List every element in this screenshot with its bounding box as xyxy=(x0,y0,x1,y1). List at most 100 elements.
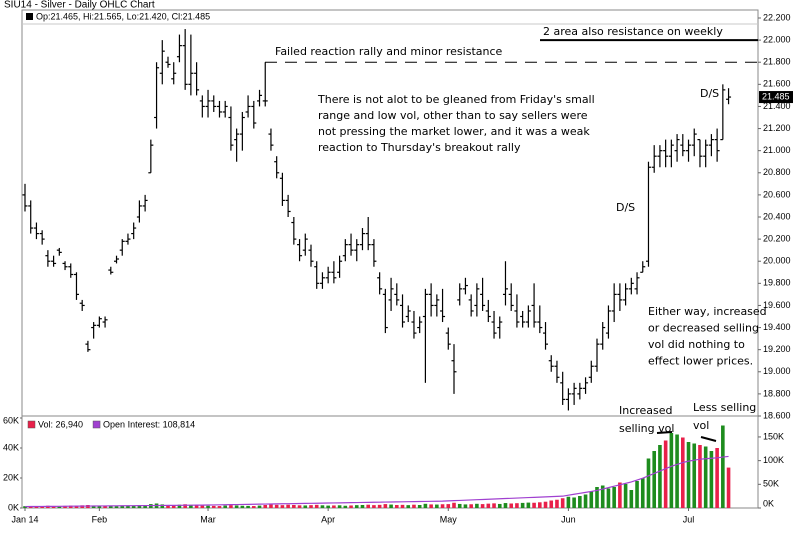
x-tick-label: Apr xyxy=(321,514,335,524)
volume-bar xyxy=(63,506,67,508)
volume-bar xyxy=(131,505,136,508)
volume-bar xyxy=(583,494,588,508)
annotation: Less selling xyxy=(693,401,756,414)
volume-bar xyxy=(137,505,142,508)
volume-bar xyxy=(383,504,388,508)
volume-bar xyxy=(211,505,216,508)
volume-bar xyxy=(572,497,576,508)
volume-bar xyxy=(217,506,222,508)
volume-bar xyxy=(578,496,582,508)
volume-bar xyxy=(663,440,668,508)
annotation: range and low vol, other than to say sel… xyxy=(318,109,588,122)
volume-bar xyxy=(457,503,462,508)
volume-bar xyxy=(560,498,565,508)
volume-bar xyxy=(538,502,542,508)
volume-bar xyxy=(589,491,594,508)
volume-bar xyxy=(389,504,393,508)
volume-bar xyxy=(120,505,125,508)
volume-bar xyxy=(280,505,285,508)
header-icon xyxy=(26,13,33,20)
volume-bar xyxy=(686,442,691,508)
volume-bar xyxy=(314,504,319,508)
volume-bar xyxy=(698,445,702,508)
volume-bar xyxy=(366,504,370,508)
volume-bar xyxy=(475,503,479,508)
y-tick-label: 21.600 xyxy=(763,79,791,89)
volume-bar xyxy=(715,448,719,508)
volume-bar xyxy=(206,505,210,508)
volume-bar xyxy=(652,451,656,508)
y-tick-label: 19.600 xyxy=(763,300,791,310)
volume-bar xyxy=(721,425,725,508)
price-header: Op:21.465, Hi:21.565, Lo:21.420, Cl:21.4… xyxy=(36,11,210,21)
volume-bar xyxy=(143,505,147,508)
volume-bar xyxy=(23,506,27,508)
volume-bar xyxy=(326,505,330,508)
volume-bar xyxy=(640,478,645,508)
volume-bar xyxy=(635,481,639,508)
x-tick-label: Feb xyxy=(92,514,108,524)
volume-bar xyxy=(555,499,559,508)
volume-bar xyxy=(435,504,439,508)
volume-bar xyxy=(492,503,496,508)
volume-bar xyxy=(171,505,176,508)
y2-tick-label: 0K xyxy=(763,498,774,508)
volume-bar xyxy=(234,505,239,508)
x-tick-label: May xyxy=(440,514,458,524)
annotation: vol xyxy=(693,419,709,432)
annotation: 2 area also resistance on weekly xyxy=(543,25,723,38)
volume-bar xyxy=(377,504,382,508)
volume-bar xyxy=(400,504,405,508)
annotation: or decreased selling xyxy=(648,322,759,335)
volume-bar xyxy=(429,504,433,508)
volume-bar xyxy=(669,433,674,508)
open-interest-line xyxy=(24,455,729,508)
annotation: reaction to Thursday's breakout rally xyxy=(318,141,521,154)
volume-bar xyxy=(97,506,102,508)
volume-bar xyxy=(28,506,33,508)
volume-bar xyxy=(509,503,513,508)
x-tick-label: Jul xyxy=(683,514,695,524)
volume-bar xyxy=(417,505,422,508)
volume-bar xyxy=(709,451,714,508)
volume-bar xyxy=(480,504,485,508)
note-pointer xyxy=(656,431,673,434)
volume-bar xyxy=(612,487,616,508)
volume-bar xyxy=(526,502,531,508)
volume-bar xyxy=(395,505,399,508)
annotation: There is not alot to be gleaned from Fri… xyxy=(317,93,595,106)
y-tick-label: 20.400 xyxy=(763,211,791,221)
volume-bar xyxy=(469,504,473,508)
volume-bar xyxy=(658,445,662,508)
volume-bar xyxy=(269,504,273,508)
annotation: effect lower prices. xyxy=(648,355,753,368)
y-tick-label: 21.200 xyxy=(763,123,791,133)
y-tick-label: 19.800 xyxy=(763,278,791,288)
volume-bar xyxy=(114,506,119,508)
y-tick-label: 22.200 xyxy=(763,12,791,22)
volume-bar xyxy=(309,505,313,508)
volume-bar xyxy=(257,505,262,508)
volume-bar xyxy=(286,504,290,508)
volume-bar xyxy=(320,505,325,508)
volume-bar xyxy=(463,504,468,508)
x-tick-label: Mar xyxy=(200,514,216,524)
volume-bar xyxy=(726,467,731,508)
y-tick-label: 18.600 xyxy=(763,410,791,420)
volume-bar xyxy=(406,505,411,508)
volume-bar xyxy=(303,505,308,508)
volume-bar xyxy=(74,506,79,508)
x-tick-label: Jan 14 xyxy=(11,514,38,524)
volume-bar xyxy=(595,487,599,508)
volume-bar xyxy=(34,506,39,508)
volume-bar xyxy=(246,505,250,508)
volume-bar xyxy=(263,505,268,508)
volume-bar xyxy=(623,484,628,508)
volume-bar xyxy=(566,496,571,508)
last-price-label: 21.485 xyxy=(762,91,790,101)
volume-bar xyxy=(412,504,416,508)
volume-bar xyxy=(360,505,365,508)
legend-swatch xyxy=(92,420,101,429)
y-tick-label: 21.400 xyxy=(763,101,791,111)
y-tick-label: 20.800 xyxy=(763,167,791,177)
